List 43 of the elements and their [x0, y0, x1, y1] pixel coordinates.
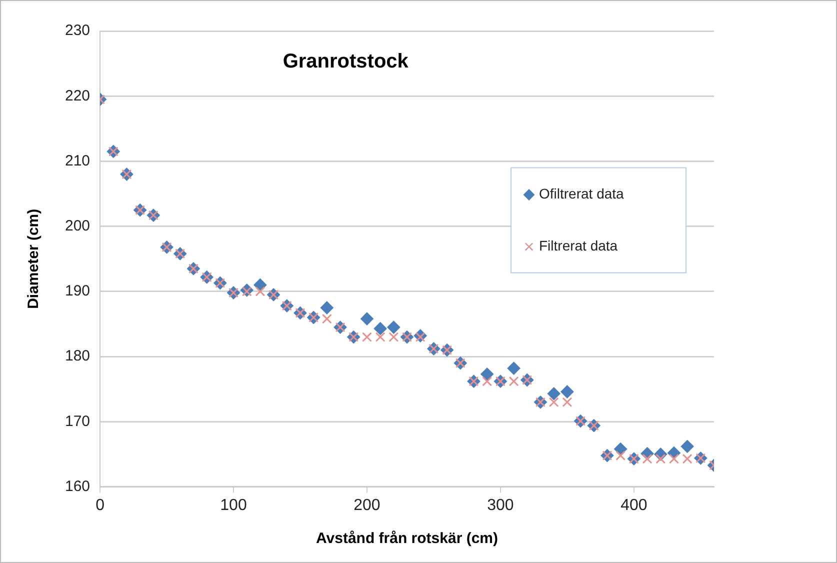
- point: [616, 450, 626, 461]
- x-tick-label: 300: [487, 496, 514, 514]
- point: [374, 322, 387, 336]
- point: [320, 301, 334, 314]
- y-tick-label: 160: [64, 478, 90, 495]
- text: Granrotstock: [282, 50, 410, 73]
- x-axis-title: Avstånd från rotskär (cm): [316, 530, 498, 548]
- point: [614, 442, 628, 456]
- point: [507, 362, 520, 375]
- y-tick-label: 200: [64, 217, 90, 234]
- point: [388, 332, 399, 342]
- point: [668, 454, 679, 464]
- point: [415, 332, 426, 342]
- y-tick-label: 210: [64, 152, 90, 170]
- legend-label: Ofiltrerat data: [539, 186, 624, 202]
- y-tick-label: 190: [64, 282, 90, 300]
- y-axis-title: Diameter (cm): [25, 208, 42, 309]
- y-tick-label: 230: [64, 22, 90, 40]
- point: [508, 376, 519, 386]
- point: [482, 376, 492, 386]
- point: [254, 278, 267, 292]
- point: [682, 454, 692, 464]
- y-tick-label: 180: [64, 348, 90, 365]
- point: [242, 286, 252, 296]
- point: [547, 387, 560, 400]
- point: [548, 397, 559, 408]
- x-tick-label: 100: [220, 496, 247, 514]
- legend-label: Filtrerat data: [539, 238, 618, 254]
- point: [375, 332, 386, 342]
- x-tick-label: 0: [96, 496, 105, 514]
- point: [255, 286, 266, 296]
- point: [560, 385, 574, 398]
- point: [360, 312, 374, 326]
- point: [362, 332, 372, 342]
- y-tick-label: 170: [64, 412, 90, 430]
- y-tick-label: 220: [64, 87, 90, 104]
- point: [387, 320, 400, 334]
- point: [322, 314, 332, 324]
- point: [680, 440, 694, 453]
- point: [480, 368, 494, 381]
- x-tick-label: 400: [620, 496, 648, 514]
- point: [562, 397, 572, 408]
- x-tick-label: 200: [354, 496, 380, 514]
